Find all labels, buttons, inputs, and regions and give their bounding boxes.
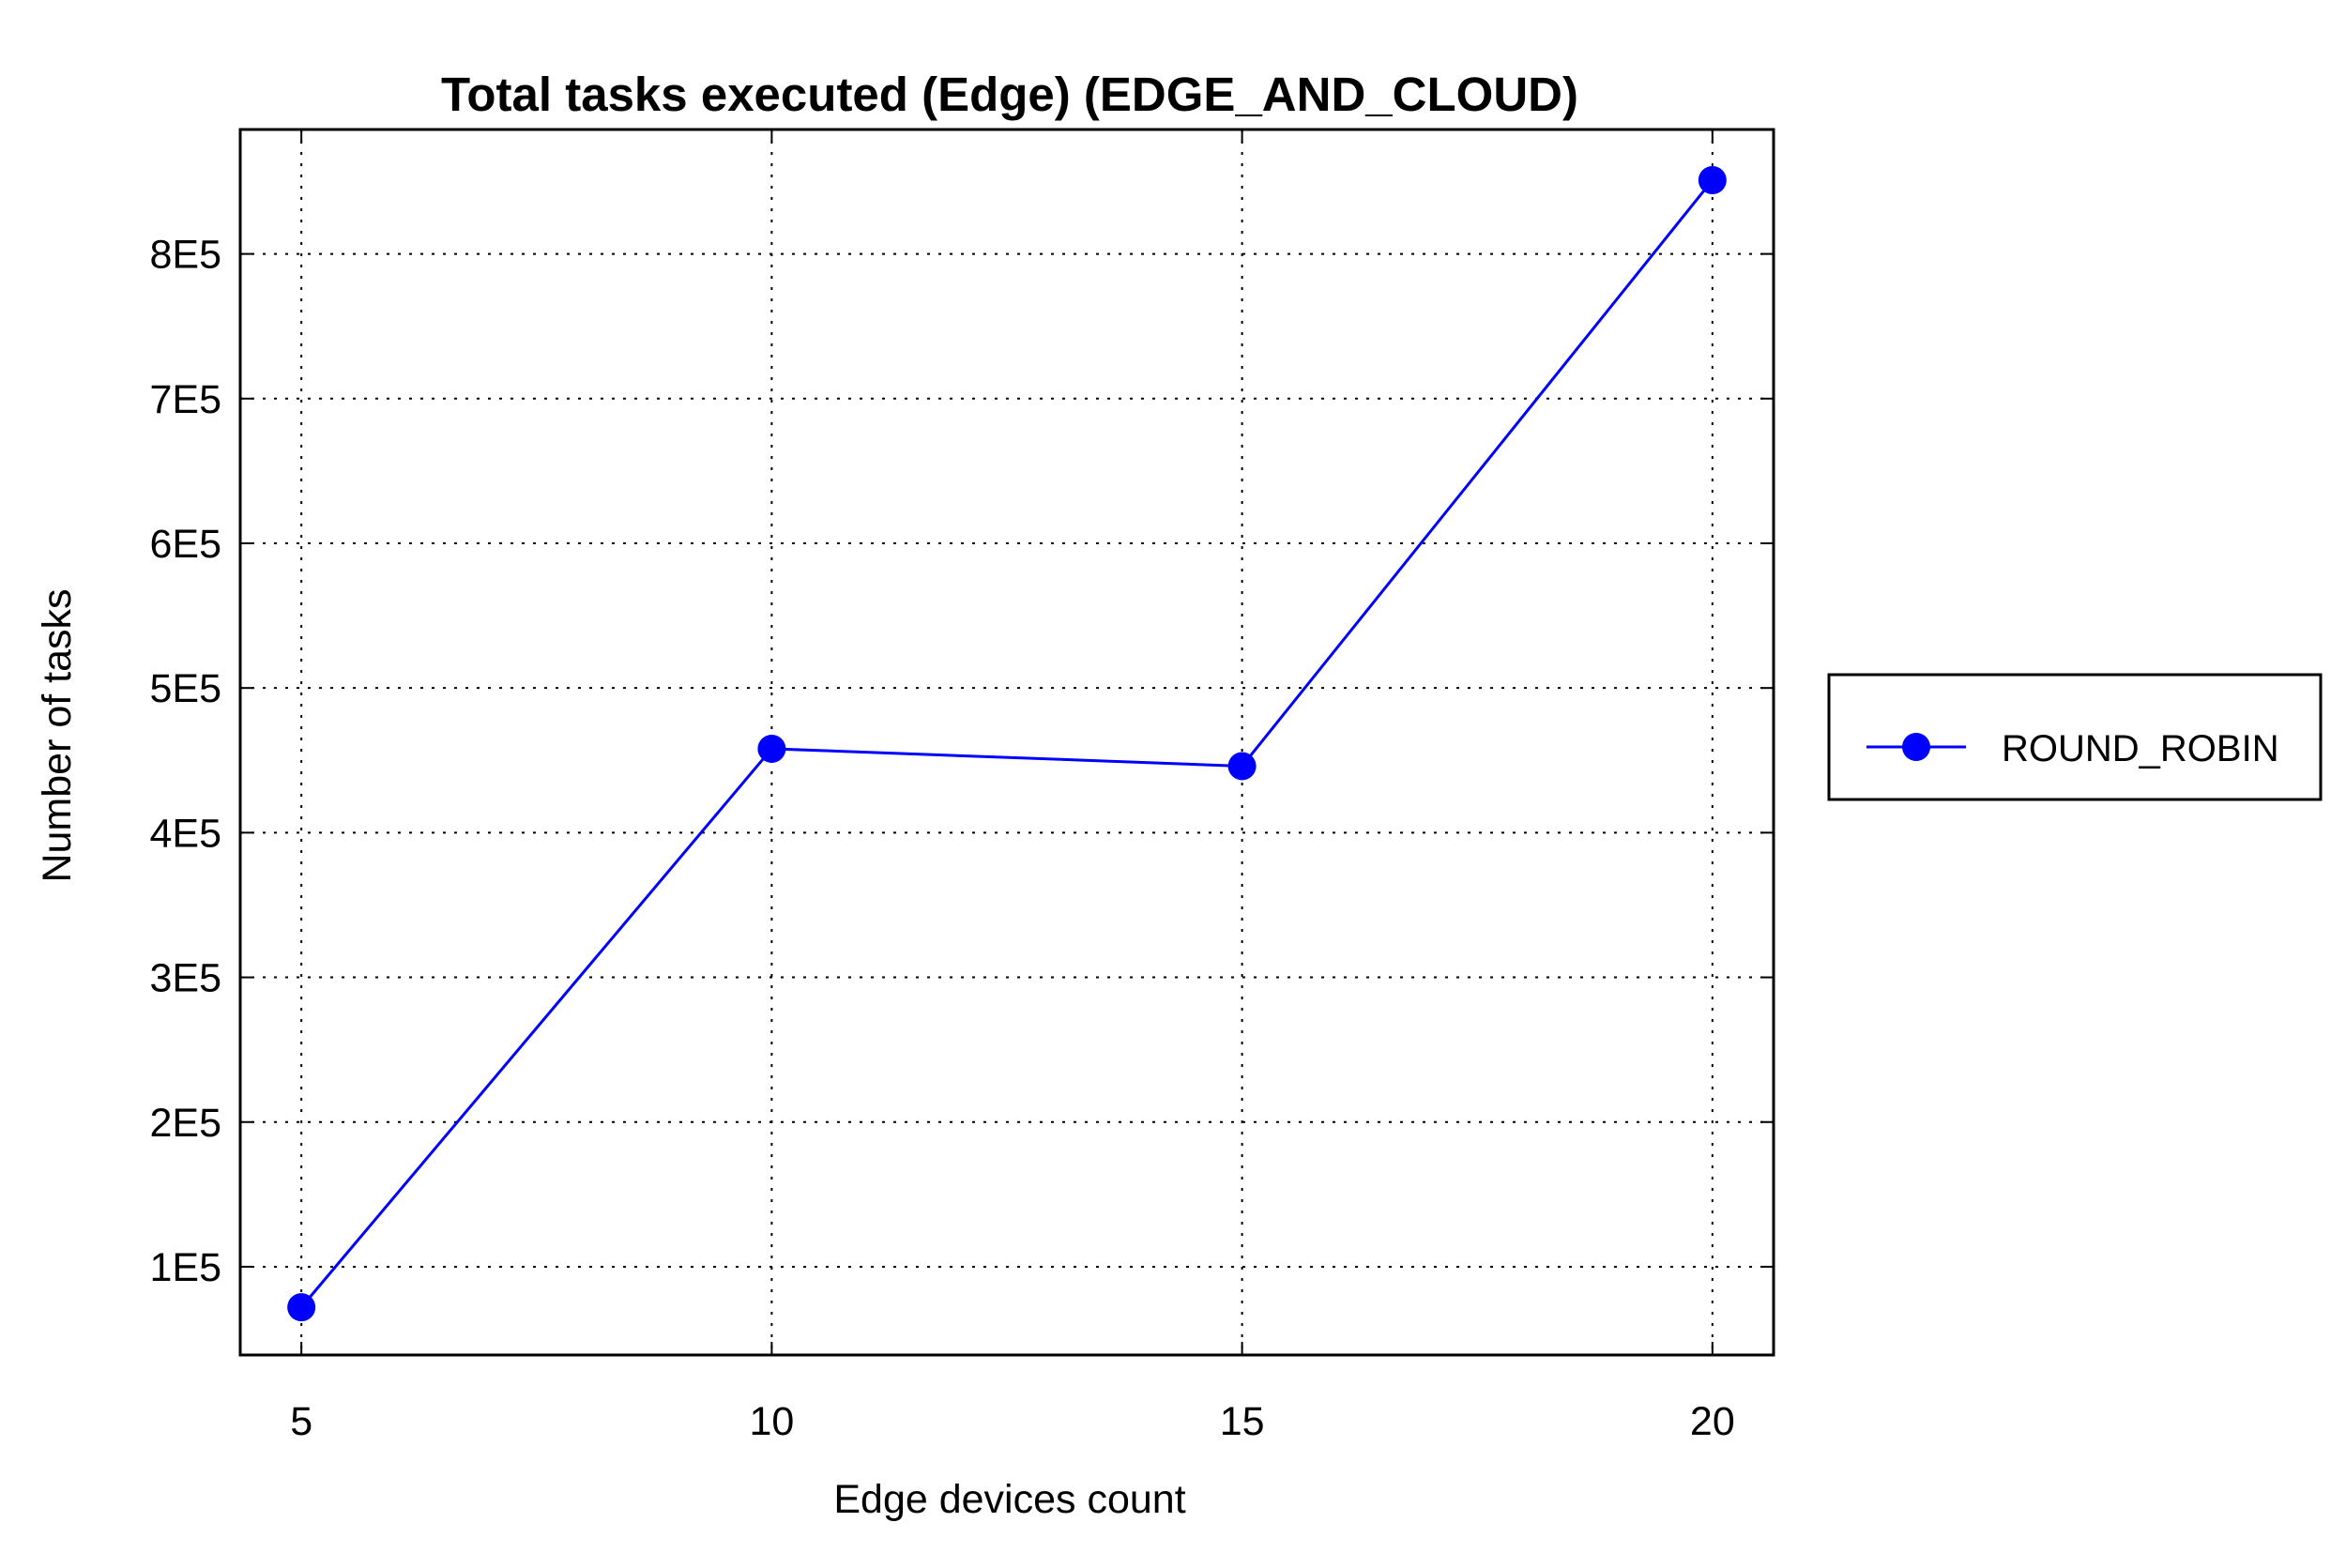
y-tick-label: 5E5 <box>149 666 221 711</box>
x-tick-label: 5 <box>290 1399 312 1444</box>
x-tick-label: 15 <box>1220 1399 1265 1444</box>
legend-marker <box>1902 733 1930 761</box>
data-point <box>1698 165 1727 194</box>
y-tick-label: 6E5 <box>149 522 221 567</box>
x-tick-label: 20 <box>1690 1399 1735 1444</box>
series-line <box>300 179 1714 1309</box>
chart-title: Total tasks executed (Edge) (EDGE_AND_CL… <box>441 68 1578 121</box>
y-tick-label: 4E5 <box>149 811 221 856</box>
grid-lines <box>240 129 1774 1355</box>
series-layer <box>287 165 1727 1322</box>
y-axis-label: Number of tasks <box>35 588 80 882</box>
data-point <box>757 734 786 763</box>
legend-box <box>1827 673 2323 801</box>
y-tick-label: 3E5 <box>149 956 221 1001</box>
y-tick-label: 8E5 <box>149 233 221 278</box>
axis-ticks: 1E5 2E5 3E5 4E5 5E5 6E5 7E5 8E5 5 10 15 20 <box>149 129 1774 1444</box>
data-point <box>287 1293 316 1322</box>
y-tick-label: 2E5 <box>149 1101 221 1146</box>
y-tick-label: 7E5 <box>149 377 221 422</box>
legend-label: ROUND_ROBIN <box>2002 728 2279 769</box>
x-tick-label: 10 <box>749 1399 794 1444</box>
legend: ROUND_ROBIN <box>1827 673 2323 801</box>
y-tick-label: 1E5 <box>149 1245 221 1290</box>
x-axis-label: Edge devices count <box>833 1477 1185 1522</box>
data-point <box>1227 752 1257 781</box>
plot-frame <box>238 128 1775 1357</box>
